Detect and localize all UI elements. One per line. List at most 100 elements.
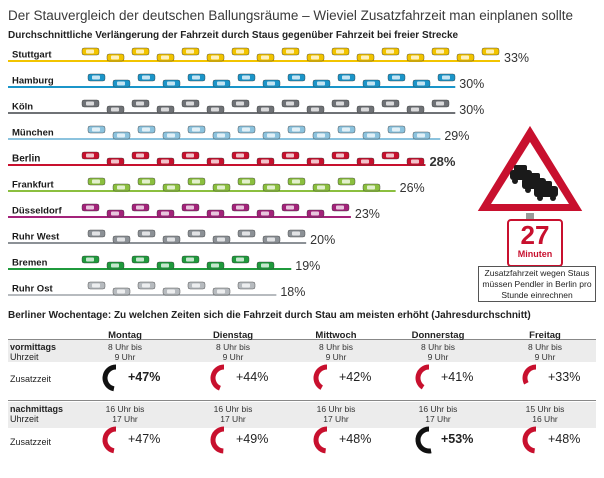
city-label: Köln [12,102,33,113]
traffic-jam-icon [510,165,558,201]
afternoon-value-1: +49% [236,432,269,446]
value-label: 20% [310,233,335,247]
afternoon-gauge-3 [415,426,432,454]
day-header-friday: Freitag [529,330,561,341]
car-window [211,55,219,60]
afternoon-gauge-1 [210,426,225,454]
header-divider [8,339,596,340]
value-label: 29% [444,129,469,143]
car-window [292,75,300,80]
car-window [311,107,319,112]
minutes-value: 27 [520,220,550,250]
car-window [136,257,144,262]
car-window [161,55,169,60]
morning-time-end-2: 9 Uhr [325,352,347,362]
car-window [142,179,150,184]
morning-time-4: 8 Uhr bis [527,342,562,352]
city-label: Berlin [12,154,40,165]
morning-value-label: Zusatzzeit [10,374,52,384]
minutes-callout: 27 Minuten [507,219,563,267]
morning-value-2: +42% [339,370,372,384]
car-window [361,55,369,60]
morning-time-2: 8 Uhr bis [318,342,353,352]
value-label: 18% [280,285,305,299]
afternoon-value-4: +48% [548,432,581,446]
morning-gauge-1 [210,364,225,391]
car-window [267,185,275,190]
morning-value-0: +47% [128,370,161,384]
value-label: 30% [459,103,484,117]
car-window [261,211,269,216]
city-label: München [12,128,54,139]
car-window [192,75,200,80]
car-window [236,101,244,106]
car-window [136,49,144,54]
afternoon-time-label: Uhrzeit [10,414,39,424]
car-window [136,101,144,106]
car-window [192,283,200,288]
bar-ruhr-ost [8,281,277,296]
car-window [336,101,344,106]
day-header-wednesday: Mittwoch [315,330,357,341]
car-window [236,49,244,54]
car-window [336,205,344,210]
afternoon-gauge-2 [313,426,328,454]
car-window [211,159,219,164]
car-window [242,127,250,132]
city-label-bg [10,152,68,164]
gauge-arc [522,364,537,385]
value-label: 19% [295,259,320,273]
bar-berlin [8,151,426,166]
lane-line [8,190,396,192]
city-label: Düsseldorf [12,206,62,217]
car-window [111,159,119,164]
bar-köln [8,99,456,114]
car-window [211,211,219,216]
lane-line [8,60,500,62]
morning-label-text: vormittags [10,342,57,352]
city-label-bg [10,48,68,60]
lane-line [8,112,456,114]
car-window [92,231,100,236]
bar-hamburg [8,73,456,88]
car-window [392,75,400,80]
city-label: Ruhr West [12,232,60,243]
car-window [336,153,344,158]
afternoon-time-end-2: 17 Uhr [323,414,349,424]
gauge-arc [415,364,430,390]
car-window [167,185,175,190]
car-window [292,231,300,236]
car-window [86,205,94,210]
car-window [292,179,300,184]
gauge-arc [102,426,117,454]
car-window [336,49,344,54]
car-window [436,49,444,54]
car-window [161,107,169,112]
car-window [342,179,350,184]
lane-line [8,242,307,244]
car-window [386,101,394,106]
car-window [86,101,94,106]
car-window [242,179,250,184]
car-window [286,49,294,54]
car-window [117,289,125,294]
gauge-arc [522,426,537,454]
car-window [111,263,119,268]
car-window [136,153,144,158]
afternoon-label-text: nachmittags [10,404,64,414]
car-window [211,263,219,268]
value-label: 33% [504,51,529,65]
car-window [186,153,194,158]
car-window [261,107,269,112]
car-window [186,257,194,262]
car-window [317,185,325,190]
car-window [217,237,225,242]
car-window [142,283,150,288]
car-window [161,211,169,216]
car-window [392,127,400,132]
car-window [167,237,175,242]
city-label: Ruhr Ost [12,284,53,295]
city-label: Hamburg [12,76,54,87]
lane-line [8,268,292,270]
city-label-bg [10,74,68,86]
